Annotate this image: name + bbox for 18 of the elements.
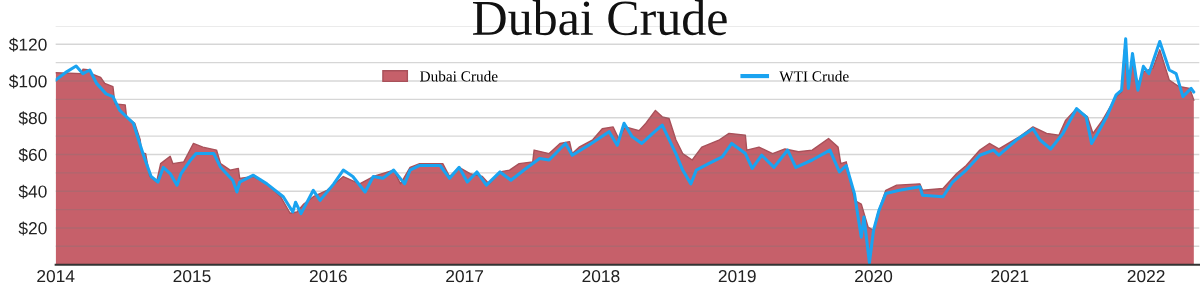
- legend-label: Dubai Crude: [420, 70, 498, 82]
- x-tick-label: 2021: [991, 269, 1029, 283]
- y-tick-label: $100: [8, 74, 47, 89]
- y-tick-label: $80: [18, 111, 47, 126]
- x-tick-label: 2022: [1127, 269, 1165, 283]
- y-tick-label: $40: [18, 184, 47, 199]
- x-tick-label: 2017: [446, 269, 484, 283]
- x-tick-label: 2018: [582, 269, 620, 283]
- x-tick-label: 2020: [855, 269, 893, 283]
- y-tick-label: $60: [18, 147, 47, 162]
- x-tick-label: 2014: [37, 269, 75, 283]
- y-tick-label: $20: [18, 221, 47, 236]
- y-tick-label: $120: [8, 37, 47, 52]
- x-tick-label: 2019: [718, 269, 756, 283]
- chart-title: Dubai Crude: [472, 0, 727, 36]
- x-tick-label: 2016: [309, 269, 347, 283]
- legend-label: WTI Crude: [779, 70, 849, 82]
- x-tick-label: 2015: [173, 269, 211, 283]
